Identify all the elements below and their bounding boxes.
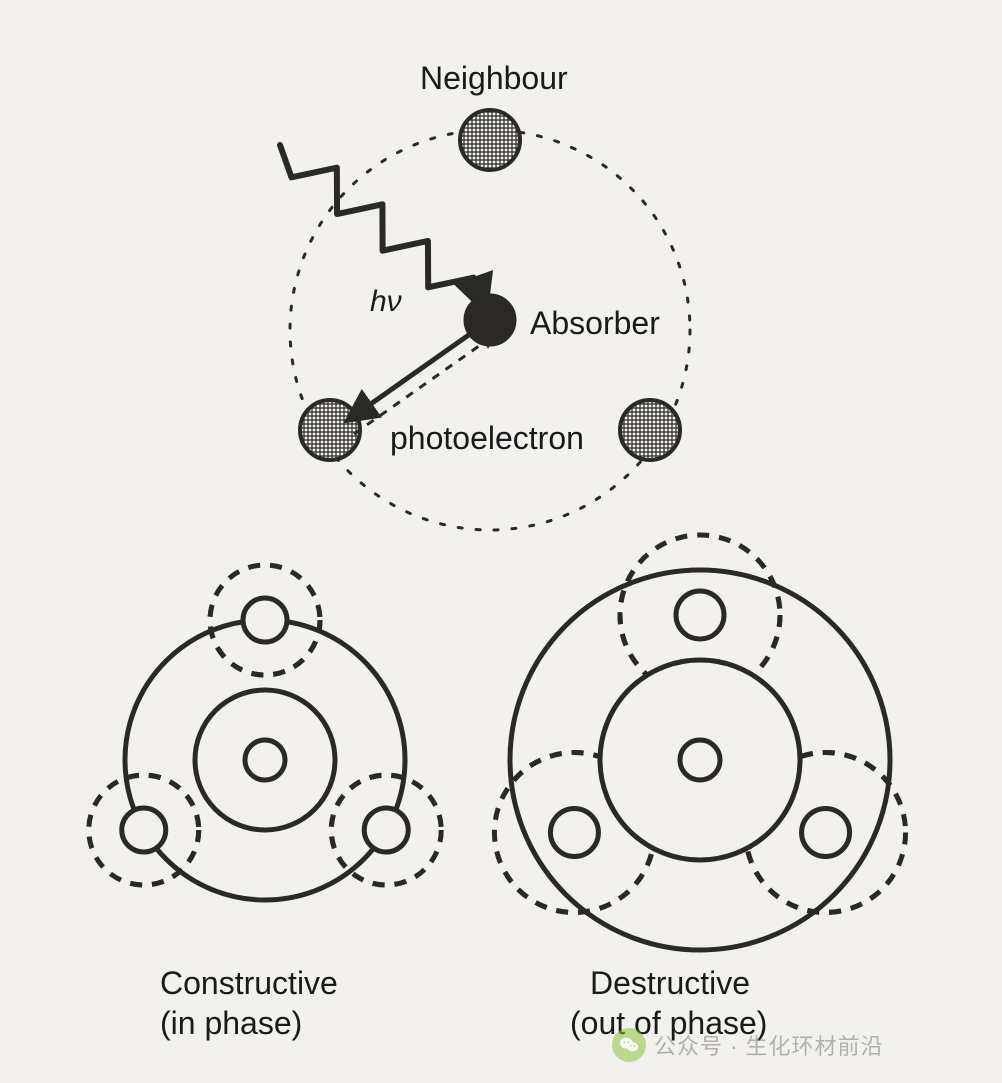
neighbour-atom — [460, 110, 520, 170]
constructive-neighbour-atom — [243, 598, 287, 642]
constructive-neighbour-atom — [364, 808, 408, 852]
neighbour-atom — [620, 400, 680, 460]
photoelectron-out-arrow — [348, 320, 490, 420]
neighbour-atom — [300, 400, 360, 460]
destructive-center-atom — [680, 740, 720, 780]
destructive-neighbour-atom — [676, 591, 724, 639]
watermark-text: 公众号 · 生化环材前沿 — [654, 1029, 884, 1061]
label-destructive-1: Destructive — [590, 965, 750, 1002]
label-constructive-2: (in phase) — [160, 1005, 302, 1042]
label-hv: hν — [370, 285, 402, 319]
label-absorber: Absorber — [530, 305, 660, 342]
destructive-neighbour-atom — [550, 809, 598, 857]
scientific-diagram — [0, 0, 1002, 1083]
constructive-diagram — [89, 565, 441, 900]
label-constructive-1: Constructive — [160, 965, 338, 1002]
wechat-icon — [612, 1028, 646, 1062]
destructive-neighbour-atom — [802, 809, 850, 857]
constructive-center-atom — [245, 740, 285, 780]
watermark: 公众号 · 生化环材前沿 — [612, 1028, 884, 1062]
label-neighbour: Neighbour — [420, 60, 568, 97]
bottom-diagrams — [89, 535, 906, 950]
constructive-neighbour-atom — [122, 808, 166, 852]
photoelectron-back-arrow — [354, 334, 496, 434]
label-photoelectron: photoelectron — [390, 420, 584, 457]
destructive-diagram — [494, 535, 905, 950]
